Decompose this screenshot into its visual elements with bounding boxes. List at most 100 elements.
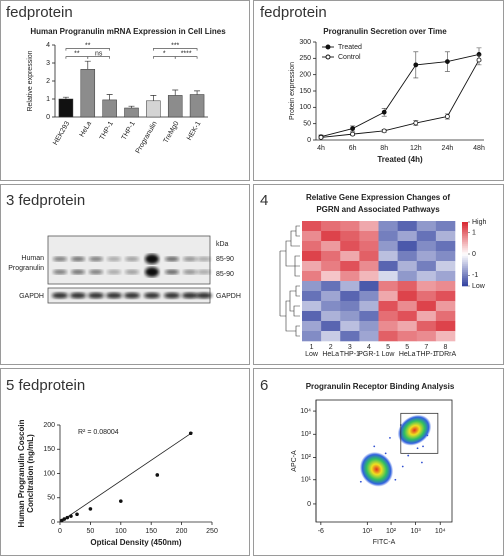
heatmap-cell	[340, 291, 360, 302]
heatmap-cell	[302, 261, 322, 272]
heatmap-cell	[302, 291, 322, 302]
colorbar-segment	[462, 230, 468, 233]
heatmap-cell	[340, 281, 360, 292]
blot-band	[145, 267, 159, 277]
significance-bracket	[174, 56, 198, 59]
heatmap-cell	[435, 321, 456, 332]
blot-band	[197, 269, 211, 275]
column-number: 1	[310, 344, 314, 351]
population	[359, 451, 394, 487]
series-line	[320, 53, 480, 138]
heatmap-cell	[378, 221, 398, 232]
y-axis-label: APC-A	[291, 450, 298, 472]
blot-band	[182, 292, 198, 299]
heatmap-cell	[378, 241, 398, 252]
heatmap-cell	[359, 291, 379, 302]
error-bar	[106, 94, 113, 100]
heatmap-cell	[435, 311, 456, 322]
colorbar-segment	[462, 226, 468, 229]
significance-bracket	[65, 48, 110, 51]
x-tick-label: PGR-1	[358, 351, 380, 358]
panel-label: fedprotein	[6, 4, 73, 21]
x-tick-label: 10³	[411, 528, 422, 535]
y-tick-label: 50	[303, 121, 311, 128]
column-number: 2	[329, 344, 333, 351]
heatmap-cell	[435, 291, 456, 302]
colorbar-label: 1	[472, 230, 476, 237]
panel-label: 5 fedprotein	[6, 377, 85, 394]
x-tick-label: 50	[87, 528, 95, 535]
error-bar	[172, 89, 179, 96]
data-point	[188, 431, 193, 436]
colorbar-segment	[462, 252, 468, 255]
heatmap-cell	[378, 301, 398, 312]
colorbar-segment	[462, 266, 468, 269]
heatmap-cell	[302, 281, 322, 292]
data-point	[119, 499, 123, 503]
y-tick-label: 0	[46, 114, 50, 121]
y-tick-label: 0	[307, 137, 311, 144]
x-tick-label: Low	[382, 351, 396, 358]
colorbar-label: -1	[472, 272, 478, 279]
heatmap-cell	[416, 311, 437, 322]
error-bar	[62, 96, 69, 99]
heatmap-cell	[397, 331, 418, 342]
heatmap-cell	[416, 271, 437, 282]
event	[420, 461, 423, 464]
blot-band	[107, 256, 121, 262]
y-tick-label: 300	[299, 39, 311, 46]
colorbar-segment	[462, 236, 468, 239]
heatmap-cell	[340, 241, 360, 252]
event	[389, 436, 391, 439]
blot-band	[124, 292, 140, 299]
blot-band	[183, 256, 197, 262]
population	[397, 414, 432, 446]
blot-band	[88, 292, 104, 299]
column-number: 7	[424, 344, 428, 351]
heatmap-cell	[302, 331, 322, 342]
blot-band	[71, 256, 85, 262]
heatmap-cell	[435, 301, 456, 312]
y-tick-label: 150	[299, 88, 311, 95]
colorbar-label: 0	[472, 251, 476, 258]
x-tick-label: 4h	[317, 145, 325, 152]
x-tick-label: 10¹	[362, 528, 373, 535]
bar	[167, 95, 183, 118]
bar	[146, 100, 161, 118]
heatmap-cell	[397, 321, 418, 332]
y-tick-label: 2	[46, 78, 50, 85]
event	[359, 480, 362, 483]
blot-band	[107, 269, 121, 275]
blot-label: GAPDH	[19, 293, 44, 300]
heatmap-cell	[321, 321, 341, 332]
colorbar-segment	[462, 234, 468, 237]
colorbar-segment	[462, 260, 468, 263]
heatmap-cell	[378, 251, 398, 262]
bar	[189, 94, 205, 118]
legend-label: Control	[338, 54, 361, 61]
heatmap-cell	[397, 311, 418, 322]
colorbar-segment	[462, 282, 468, 285]
panel-frame	[0, 0, 250, 181]
blot-label: kDa	[216, 241, 229, 248]
heatmap-cell	[378, 311, 398, 322]
colorbar-segment	[462, 270, 468, 273]
y-tick-label: 10²	[301, 454, 312, 461]
x-tick-label: THP-1	[416, 351, 436, 358]
column-number: 5	[405, 344, 409, 351]
colorbar-label: Low	[472, 283, 486, 290]
y-tick-label: 1	[46, 96, 50, 103]
colorbar-segment	[462, 238, 468, 241]
heatmap-cell	[435, 261, 456, 272]
heatmap-cell	[359, 221, 379, 232]
heatmap-cell	[359, 321, 379, 332]
y-axis-label: Concltration (ng/mL)	[26, 434, 35, 513]
data-point	[318, 134, 324, 140]
blot-band	[70, 292, 86, 299]
heatmap-cell	[397, 291, 418, 302]
bar	[58, 98, 74, 118]
blot-bands	[52, 254, 212, 299]
blot-band	[89, 256, 103, 262]
column-number: 8	[443, 344, 447, 351]
data-point	[69, 514, 73, 518]
